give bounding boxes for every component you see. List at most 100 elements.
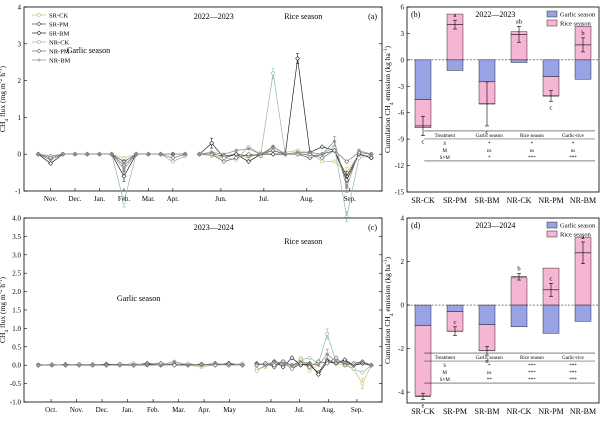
- data-point-SR-BM: [368, 155, 374, 161]
- x-tick-label: Nov.: [70, 406, 84, 414]
- y-tick-label: 3.5: [12, 233, 21, 241]
- data-point-NR-BM: [85, 152, 90, 157]
- y-tick-label: -12: [395, 162, 405, 170]
- season-label-garlic: Garlic season: [117, 294, 160, 303]
- y-tick-label: -6: [398, 109, 404, 117]
- y-tick-label: -1: [15, 188, 21, 196]
- significance-letter: c: [454, 319, 457, 326]
- x-tick-label: May: [223, 406, 236, 414]
- data-point-NR-CK: [357, 155, 361, 160]
- data-point-NR-BM: [145, 363, 150, 368]
- table-cell: *: [572, 142, 575, 147]
- data-point-NR-BM: [246, 146, 251, 151]
- table-cell: ***: [569, 156, 577, 161]
- data-point-NR-BM: [258, 152, 263, 157]
- x-tick-label: Dec.: [96, 406, 109, 414]
- data-point-NR-BM: [360, 359, 365, 364]
- y-tick-label: 0: [18, 151, 22, 159]
- data-point-NR-BM: [342, 361, 347, 366]
- data-point-NR-BM: [146, 152, 151, 157]
- legend-swatch-rice: [546, 230, 558, 238]
- table-cell: M: [443, 371, 448, 376]
- data-point-NR-BM: [63, 363, 68, 368]
- data-point-NR-BM: [307, 361, 312, 366]
- y-tick-label: 4: [18, 4, 22, 12]
- panel-label: (b): [411, 10, 421, 19]
- data-point-NR-PM: [171, 362, 177, 368]
- data-point-NR-PM: [271, 362, 277, 368]
- legend-marker: [37, 40, 41, 44]
- legend-entry: SR-BM: [49, 30, 69, 37]
- data-point-NR-BM: [158, 363, 163, 368]
- table-cell: ns: [571, 149, 576, 154]
- table-cell: S: [443, 364, 446, 369]
- data-point-NR-CK: [170, 159, 175, 164]
- data-point-NR-BM: [316, 363, 321, 368]
- data-point-NR-PM: [324, 360, 330, 366]
- table-cell: ***: [569, 364, 577, 369]
- y-tick-label: 0.5: [12, 343, 21, 351]
- y-tick-label: 4.0: [12, 215, 21, 223]
- legend-entry: NR-PM: [49, 48, 70, 55]
- y-tick-label: 6: [401, 4, 405, 12]
- table-cell: ***: [569, 378, 577, 383]
- legend-entry: Garlic season: [560, 12, 596, 19]
- data-point-NR-BM: [351, 363, 356, 368]
- legend-marker: [37, 58, 41, 62]
- data-point-NR-BM: [271, 144, 276, 149]
- data-point-SR-BM: [295, 56, 301, 61]
- y-tick-label: -3: [398, 83, 404, 91]
- table-cell: ***: [528, 378, 536, 383]
- plot-frame: [23, 217, 383, 403]
- table-cell: M: [443, 149, 448, 154]
- data-point-NR-CK: [360, 370, 365, 375]
- data-point-NR-BM: [213, 361, 218, 366]
- table-cell: S: [443, 142, 446, 147]
- data-point-NR-BM: [298, 359, 303, 364]
- panel-c: -1.0 -0.5 0.0 0.5 1.0 1.5 2.0 2.5 3.0 3.5 4.0 CH4 f…: [0, 215, 383, 414]
- table-header: Rice season: [520, 134, 544, 139]
- y-axis-label: Cumulation CH4 emission (kg ha-1): [383, 46, 395, 153]
- data-point-SR-CK: [332, 159, 337, 164]
- x-tick-label: Apr.: [198, 406, 211, 414]
- data-point-SR-BM: [121, 173, 127, 179]
- category-label: NR-CK: [507, 196, 532, 205]
- data-point-NR-BM: [170, 152, 175, 157]
- data-point-SR-CK: [122, 155, 126, 160]
- data-point-NR-CK: [254, 368, 259, 373]
- data-point-NR-PM: [332, 148, 337, 153]
- panel-a: -1 0 1 2 3 4 CH4 flux (mg m-2 h-1) Nov. Dec. Jan.…: [0, 4, 383, 223]
- x-tick-label: Jan.: [122, 406, 133, 414]
- y-tick-label: 2.0: [12, 288, 21, 296]
- category-label: SR-PM: [443, 196, 467, 205]
- legend-swatch-rice: [546, 19, 558, 27]
- significance-letter: d: [485, 358, 489, 365]
- data-point-SR-BM: [270, 151, 276, 157]
- y-tick-label: 3.0: [12, 251, 21, 259]
- significance-letter: ab: [516, 18, 522, 25]
- x-tick-label: Jul.: [295, 406, 305, 414]
- y-tick-label: 2: [18, 77, 22, 85]
- rice-bar: [446, 13, 464, 61]
- data-point-NR-BM: [117, 363, 122, 368]
- table-cell: S×M: [440, 156, 451, 161]
- category-label: SR-CK: [411, 407, 435, 416]
- x-tick-label: Aug.: [321, 406, 335, 414]
- garlic-bar: [414, 59, 432, 100]
- x-tick-label: Mar.: [142, 195, 155, 203]
- y-tick-label: 3: [401, 30, 405, 38]
- table-cell: ***: [528, 364, 536, 369]
- x-tick-label: Oct.: [45, 406, 57, 414]
- data-point-NR-BM: [209, 150, 214, 155]
- category-label: NR-PM: [538, 196, 563, 205]
- y-tick-label: 2.5: [12, 270, 21, 278]
- x-tick-label: Sep.: [351, 406, 364, 414]
- data-point-SR-CK: [307, 368, 312, 373]
- x-tick-label: Jan.: [94, 195, 105, 203]
- data-point-NR-BM: [73, 152, 78, 157]
- table-cell: *: [488, 364, 491, 369]
- data-point-NR-BM: [49, 363, 54, 368]
- legend-entry: SR-PM: [49, 21, 69, 28]
- data-point-SR-BM: [246, 159, 251, 164]
